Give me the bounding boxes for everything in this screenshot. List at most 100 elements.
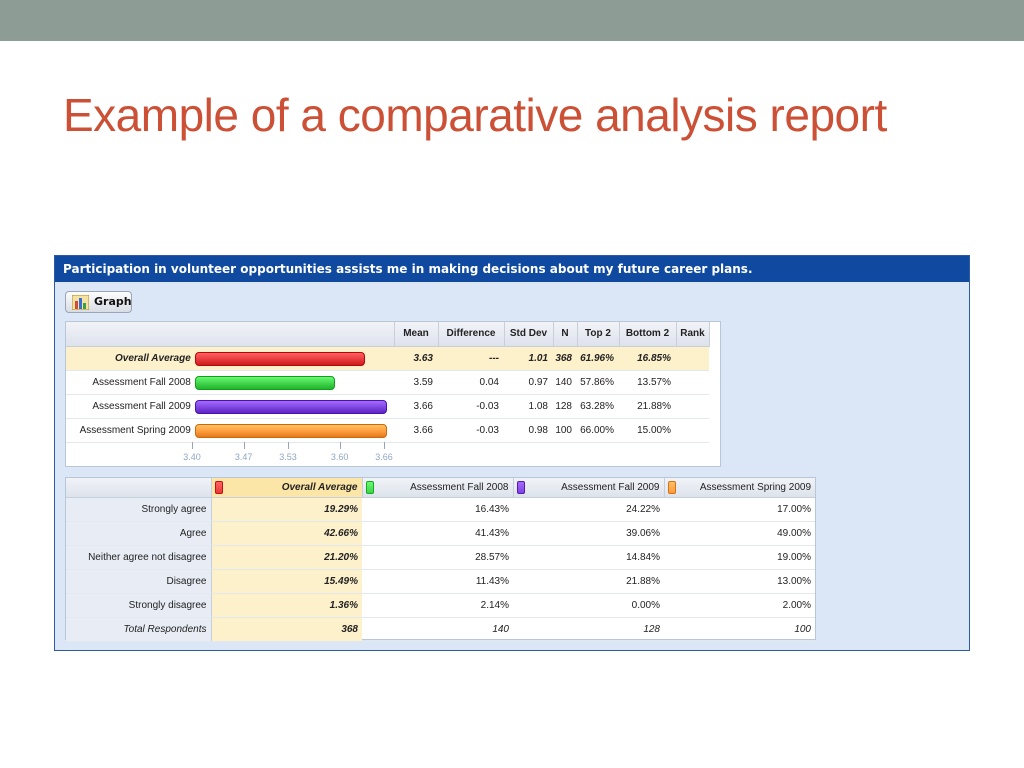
n-value: 100: [553, 418, 577, 443]
axis-tick: [339, 442, 341, 449]
difference-value: -0.03: [438, 418, 504, 443]
axis-tick-label: 3.47: [234, 452, 253, 462]
percent-cell: 41.43%: [362, 521, 513, 546]
rank-value: [676, 370, 709, 395]
std-dev-value: 1.01: [504, 346, 553, 371]
percent-cell: 13.00%: [664, 569, 815, 594]
distribution-header-row: Overall Average Assessment Fall 2008 Ass…: [66, 478, 815, 498]
top2-value: 61.96%: [577, 346, 619, 371]
percent-cell: 2.00%: [664, 593, 815, 618]
difference-value: 0.04: [438, 370, 504, 395]
axis-tick-label: 3.60: [330, 452, 349, 462]
n-value: 128: [553, 394, 577, 419]
rank-value: [676, 418, 709, 443]
top2-value: 66.00%: [577, 418, 619, 443]
legend-swatch: [516, 481, 525, 494]
percent-cell: 19.29%: [211, 497, 362, 522]
difference-value: ---: [438, 346, 504, 371]
percent-cell: 0.00%: [513, 593, 664, 618]
col-n[interactable]: N: [553, 322, 578, 347]
legend-swatch: [667, 481, 676, 494]
total-cell: 100: [664, 617, 815, 642]
percent-cell: 21.20%: [211, 545, 362, 570]
axis-tick-label: 3.53: [279, 452, 297, 462]
col-rank[interactable]: Rank: [676, 322, 710, 347]
response-label: Strongly disagree: [66, 593, 212, 618]
bar-cell: [194, 346, 394, 371]
mean-value: 3.63: [394, 346, 438, 371]
col-top2[interactable]: Top 2: [577, 322, 620, 347]
percent-cell: 21.88%: [513, 569, 664, 594]
std-dev-value: 0.97: [504, 370, 553, 395]
percent-cell: 24.22%: [513, 497, 664, 522]
bar-cell: [194, 370, 394, 395]
top-accent-bar: [0, 0, 1024, 41]
std-dev-value: 0.98: [504, 418, 553, 443]
axis-tick-label: 3.66: [375, 452, 393, 462]
response-label: Disagree: [66, 569, 212, 594]
legend-swatch: [214, 481, 223, 494]
col-fall-2008[interactable]: Assessment Fall 2008: [362, 478, 514, 498]
col-spring-2009[interactable]: Assessment Spring 2009: [664, 478, 815, 498]
percent-cell: 1.36%: [211, 593, 362, 618]
col-fall-2009[interactable]: Assessment Fall 2009: [513, 478, 665, 498]
percent-cell: 42.66%: [211, 521, 362, 546]
top2-value: 63.28%: [577, 394, 619, 419]
row-label: Overall Average: [66, 346, 195, 371]
percent-cell: 39.06%: [513, 521, 664, 546]
legend-swatch: [365, 481, 374, 494]
summary-header-row: Mean Difference Std Dev N Top 2 Bottom 2…: [66, 322, 710, 347]
col-difference[interactable]: Difference: [438, 322, 505, 347]
axis-tick-label: 3.40: [183, 452, 201, 462]
col-bottom2[interactable]: Bottom 2: [619, 322, 677, 347]
percent-cell: 16.43%: [362, 497, 513, 522]
percent-cell: 14.84%: [513, 545, 664, 570]
distribution-header-blank: [66, 478, 212, 498]
summary-row-fall-2009: Assessment Fall 2009 3.66 -0.03 1.08 128…: [66, 394, 709, 419]
percent-cell: 19.00%: [664, 545, 815, 570]
percent-cell: 17.00%: [664, 497, 815, 522]
bar-cell: [194, 418, 394, 443]
response-label: Neither agree not disagree: [66, 545, 212, 570]
bottom2-value: 21.88%: [619, 394, 676, 419]
report-panel: Participation in volunteer opportunities…: [54, 255, 970, 651]
distribution-row: Agree 42.66% 41.43% 39.06% 49.00%: [66, 521, 815, 546]
distribution-row: Neither agree not disagree 21.20% 28.57%…: [66, 545, 815, 570]
graph-button-label: Graph: [94, 295, 132, 308]
bar-cell: [194, 394, 394, 419]
summary-row-fall-2008: Assessment Fall 2008 3.59 0.04 0.97 140 …: [66, 370, 709, 395]
distribution-row: Disagree 15.49% 11.43% 21.88% 13.00%: [66, 569, 815, 594]
row-label: Assessment Fall 2008: [66, 370, 195, 395]
col-overall-average[interactable]: Overall Average: [211, 478, 363, 498]
mean-bar: [194, 375, 336, 390]
response-label: Strongly agree: [66, 497, 212, 522]
percent-cell: 11.43%: [362, 569, 513, 594]
percent-cell: 2.14%: [362, 593, 513, 618]
difference-value: -0.03: [438, 394, 504, 419]
distribution-row: Strongly agree 19.29% 16.43% 24.22% 17.0…: [66, 497, 815, 522]
bar-chart-icon: [72, 295, 89, 310]
axis-tick: [192, 442, 193, 449]
graph-button[interactable]: Graph: [65, 291, 132, 313]
summary-row-spring-2009: Assessment Spring 2009 3.66 -0.03 0.98 1…: [66, 418, 709, 443]
mean-bar: [194, 423, 387, 438]
total-cell: 128: [513, 617, 664, 642]
bottom2-value: 13.57%: [619, 370, 676, 395]
summary-row-overall: Overall Average 3.63 --- 1.01 368 61.96%…: [66, 346, 709, 371]
axis-tick: [288, 442, 289, 449]
bottom2-value: 15.00%: [619, 418, 676, 443]
rank-value: [676, 346, 709, 371]
row-label: Assessment Fall 2009: [66, 394, 195, 419]
top2-value: 57.86%: [577, 370, 619, 395]
slide-title: Example of a comparative analysis report: [63, 89, 887, 141]
mean-axis: 3.40 3.47 3.53 3.60 3.66: [183, 442, 402, 466]
total-respondents-row: Total Respondents 368 140 128 100: [66, 617, 815, 642]
response-label: Agree: [66, 521, 212, 546]
mean-value: 3.66: [394, 418, 438, 443]
col-std-dev[interactable]: Std Dev: [504, 322, 554, 347]
n-value: 368: [553, 346, 577, 371]
col-label: Assessment Spring 2009: [699, 481, 811, 493]
distribution-row: Strongly disagree 1.36% 2.14% 0.00% 2.00…: [66, 593, 815, 618]
percent-cell: 49.00%: [664, 521, 815, 546]
col-mean[interactable]: Mean: [394, 322, 439, 347]
